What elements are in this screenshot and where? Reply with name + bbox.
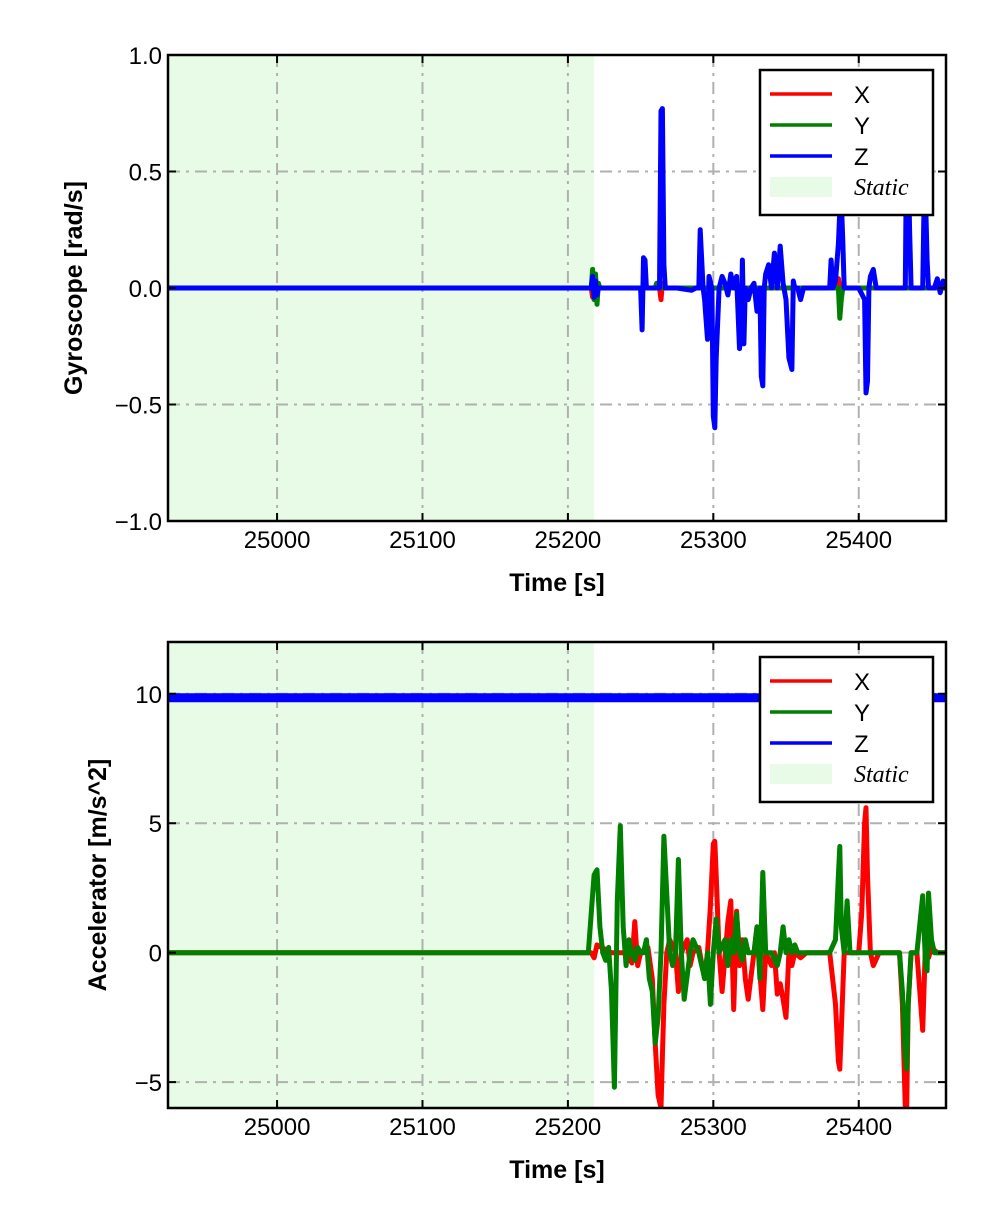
y-tick-label: −5 <box>135 1070 162 1097</box>
legend-label-y: Y <box>854 700 870 727</box>
legend: XYZ Static <box>758 68 935 217</box>
y-axis-label: Gyroscope [rad/s] <box>60 181 88 395</box>
x-tick-label: 25300 <box>680 527 747 554</box>
y-tick-label: −1.0 <box>115 509 162 536</box>
y-tick-label: 0 <box>149 941 162 968</box>
x-tick-label: 25200 <box>535 1114 602 1141</box>
x-tick-label: 25400 <box>825 1114 892 1141</box>
y-tick-label: 0.5 <box>129 160 162 187</box>
gyroscope-chart: 25000 25100 25200 25300 25400 −1.0 −0.5 0.0 0.5 1… <box>60 43 948 597</box>
y-tick-label: 10 <box>135 682 162 709</box>
x-tick-label: 25300 <box>680 1114 747 1141</box>
legend-label-static: Static <box>854 175 909 201</box>
x-axis-label: Time [s] <box>509 569 604 597</box>
y-tick-label: −0.5 <box>115 393 162 420</box>
x-tick-label: 25000 <box>244 527 311 554</box>
y-tick-label: 1.0 <box>129 43 162 70</box>
legend-swatch-static <box>770 177 832 197</box>
static-region <box>168 642 595 1108</box>
legend-label-z: Z <box>854 731 869 758</box>
x-tick-label: 25400 <box>825 527 892 554</box>
plot-frame <box>166 640 948 1110</box>
legend-label-z: Z <box>854 144 869 171</box>
legend-label-y: Y <box>854 113 870 140</box>
x-axis-label: Time [s] <box>509 1156 604 1184</box>
x-tick-label: 25100 <box>389 527 456 554</box>
series-line-y <box>168 823 946 1090</box>
x-tick-label: 25000 <box>244 1114 311 1141</box>
legend-swatch-static <box>770 764 832 784</box>
legend-label-x: X <box>854 82 870 109</box>
legend-label-x: X <box>854 669 870 696</box>
y-tick-label: 5 <box>149 811 162 838</box>
x-tick-label: 25100 <box>389 1114 456 1141</box>
y-axis-label: Accelerator [m/s^2] <box>84 759 112 992</box>
series-line-z <box>168 106 946 431</box>
accelerator-chart: 25000 25100 25200 25300 25400 −5 0 5 10 Time [s]… <box>84 640 948 1184</box>
legend-label-static: Static <box>854 762 909 788</box>
x-tick-label: 25200 <box>535 527 602 554</box>
y-tick-label: 0.0 <box>129 276 162 303</box>
legend: XYZ Static <box>758 655 935 804</box>
